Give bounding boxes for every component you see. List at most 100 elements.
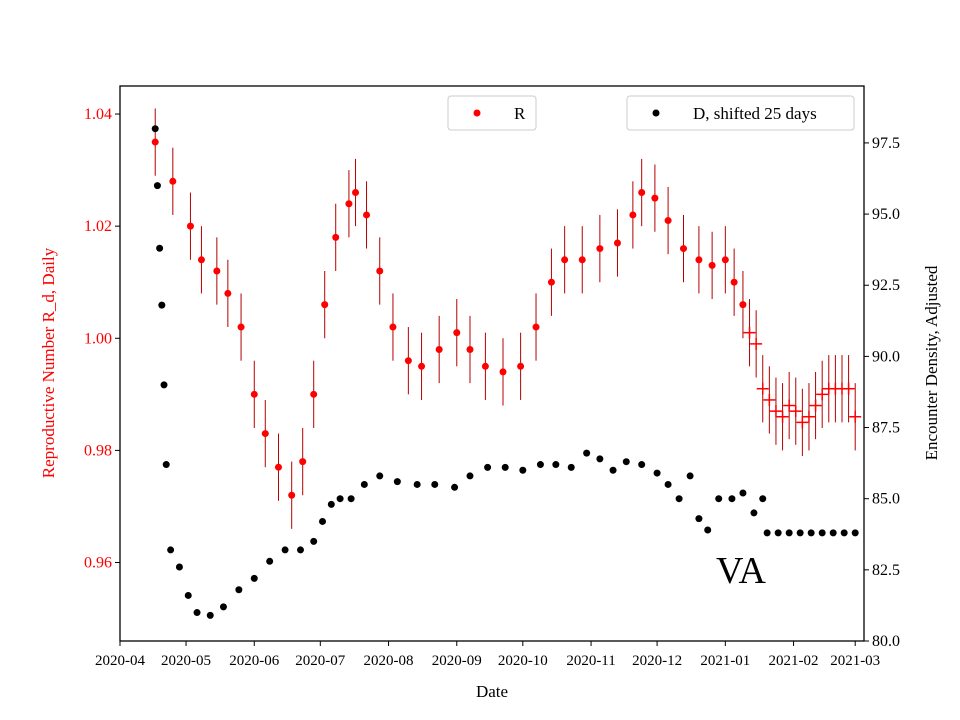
d-point bbox=[153, 182, 161, 190]
d-point bbox=[519, 466, 527, 474]
d-point bbox=[347, 495, 355, 503]
d-point bbox=[336, 495, 344, 503]
x-tick-label: 2020-07 bbox=[295, 653, 345, 669]
y-right-tick-label: 97.5 bbox=[872, 135, 900, 152]
r-point bbox=[197, 256, 205, 264]
y-left-tick-label: 0.98 bbox=[84, 442, 112, 459]
d-point bbox=[281, 546, 289, 554]
r-point bbox=[613, 239, 621, 247]
r-point bbox=[453, 329, 461, 337]
r-point bbox=[376, 267, 384, 275]
y-axis-right: 80.0 82.5 85.0 87.5 90.0 92.5 95.0 97.5 bbox=[864, 135, 900, 650]
y-axis-right-label: Encounter Density, Adjusted bbox=[922, 265, 941, 460]
y-left-tick-label: 1.04 bbox=[84, 106, 112, 123]
r-point bbox=[578, 256, 586, 264]
d-point bbox=[622, 458, 630, 466]
d-point bbox=[158, 301, 166, 309]
x-tick-label: 2020-08 bbox=[364, 653, 414, 669]
d-point bbox=[235, 586, 243, 594]
y-right-tick-label: 80.0 bbox=[872, 633, 900, 650]
d-point bbox=[715, 495, 723, 503]
y-right-tick-label: 87.5 bbox=[872, 420, 900, 437]
r-point bbox=[288, 491, 296, 499]
x-tick-label: 2020-10 bbox=[498, 653, 548, 669]
x-tick-label: 2020-12 bbox=[632, 653, 682, 669]
r-point bbox=[730, 278, 738, 286]
r-point bbox=[499, 368, 507, 376]
x-tick-label: 2020-04 bbox=[95, 653, 145, 669]
d-point bbox=[638, 461, 646, 469]
d-point bbox=[266, 557, 274, 565]
x-axis: 2020-04 2020-05 2020-06 2020-07 2020-08 2020-… bbox=[95, 641, 880, 669]
d-point bbox=[596, 455, 604, 463]
state-annotation: VA bbox=[716, 550, 767, 592]
r-point bbox=[224, 289, 232, 297]
r-point bbox=[389, 323, 397, 331]
r-point bbox=[213, 267, 221, 275]
d-point bbox=[552, 461, 560, 469]
d-point bbox=[184, 591, 192, 599]
d-point bbox=[796, 529, 804, 537]
d-point bbox=[664, 480, 672, 488]
d-point bbox=[296, 546, 304, 554]
r-point bbox=[435, 345, 443, 353]
r-point bbox=[664, 217, 672, 225]
d-point bbox=[151, 125, 159, 133]
x-axis-label: Date bbox=[476, 682, 508, 701]
d-point bbox=[759, 495, 767, 503]
d-point bbox=[695, 515, 703, 523]
d-point bbox=[193, 609, 201, 617]
legend-r-box bbox=[447, 95, 537, 131]
r-point bbox=[638, 189, 646, 197]
d-point bbox=[310, 537, 318, 545]
r-point bbox=[517, 362, 525, 370]
d-point bbox=[851, 529, 859, 537]
r-point bbox=[274, 463, 282, 471]
r-point bbox=[345, 200, 353, 208]
d-point bbox=[156, 244, 164, 252]
y-right-tick-label: 95.0 bbox=[872, 206, 900, 223]
y-right-tick-label: 85.0 bbox=[872, 491, 900, 508]
r-point bbox=[299, 458, 307, 466]
legend-d-box bbox=[626, 95, 855, 131]
legend-r: R bbox=[447, 95, 537, 131]
d-point bbox=[774, 529, 782, 537]
d-point bbox=[501, 463, 509, 471]
r-point bbox=[629, 211, 637, 219]
x-tick-label: 2020-06 bbox=[229, 653, 279, 669]
r-point bbox=[721, 256, 729, 264]
y-left-tick-label: 0.96 bbox=[84, 555, 112, 572]
r-point bbox=[651, 194, 659, 202]
d-point bbox=[750, 509, 758, 517]
y-left-tick-label: 1.02 bbox=[84, 218, 112, 235]
r-point bbox=[418, 362, 426, 370]
x-tick-label: 2021-01 bbox=[700, 653, 750, 669]
y-right-tick-label: 90.0 bbox=[872, 348, 900, 365]
r-point bbox=[596, 245, 604, 253]
r-point bbox=[466, 345, 474, 353]
y-right-tick-label: 92.5 bbox=[872, 277, 900, 294]
d-point bbox=[219, 603, 227, 611]
d-point bbox=[675, 495, 683, 503]
legend-d-marker bbox=[652, 109, 660, 117]
r-point bbox=[250, 390, 258, 398]
d-point bbox=[484, 463, 492, 471]
x-tick-label: 2021-03 bbox=[830, 653, 880, 669]
d-point bbox=[567, 463, 575, 471]
d-point bbox=[175, 563, 183, 571]
x-tick-label: 2020-05 bbox=[161, 653, 211, 669]
d-point bbox=[763, 529, 771, 537]
d-point bbox=[785, 529, 793, 537]
y-right-tick-label: 82.5 bbox=[872, 562, 900, 579]
r-point bbox=[739, 301, 747, 309]
d-point bbox=[829, 529, 837, 537]
d-point bbox=[250, 574, 258, 582]
x-tick-label: 2020-09 bbox=[432, 653, 482, 669]
r-point bbox=[695, 256, 703, 264]
d-point bbox=[160, 381, 168, 389]
r-point bbox=[680, 245, 688, 253]
d-point bbox=[686, 472, 694, 480]
r-series-layer bbox=[151, 138, 862, 499]
r-point bbox=[310, 390, 318, 398]
